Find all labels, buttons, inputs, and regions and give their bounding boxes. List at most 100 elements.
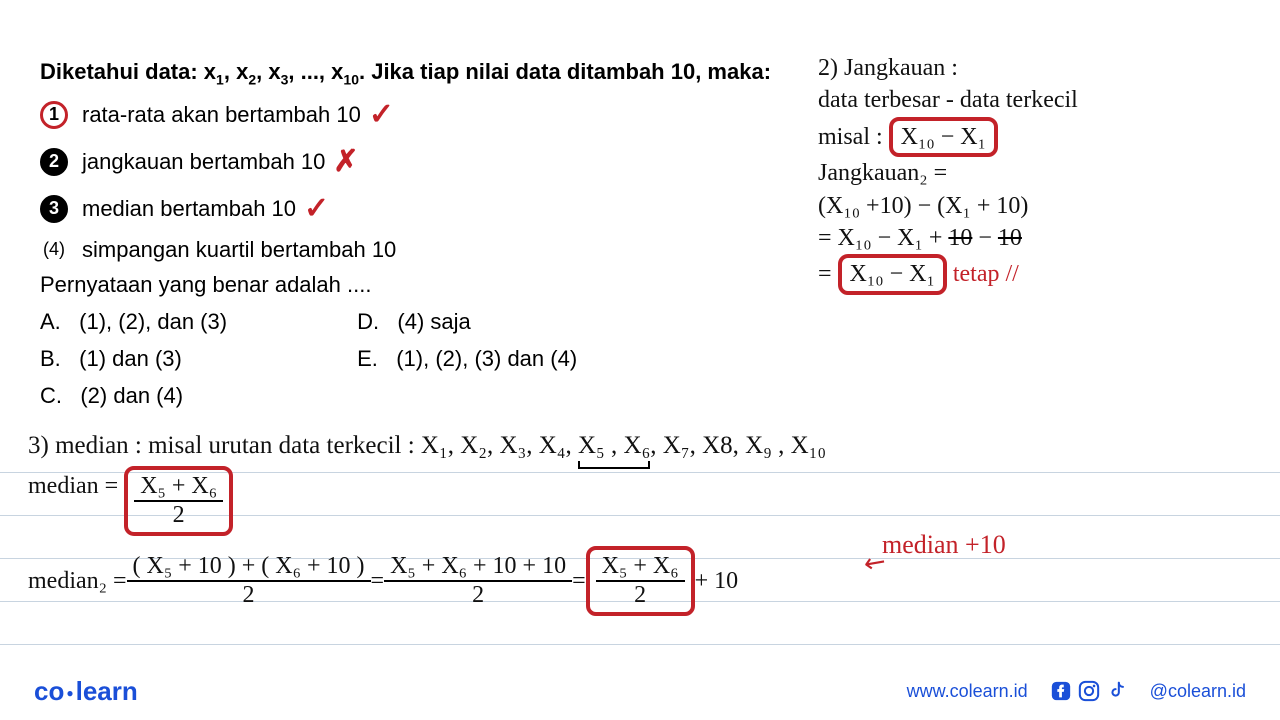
footer: co●learn www.colearn.id @colearn.id [0,662,1280,720]
t: median = [28,473,124,499]
txt: rata-rata akan bertambah 10 [82,98,361,131]
jangkauan-work: 2) Jangkauan : data terbesar - data terk… [818,52,1248,295]
v: (2) dan (4) [80,383,183,408]
opt-a: A. (1), (2), dan (3) [40,305,227,338]
tetap: tetap // [953,261,1019,287]
r3: misal : X₁₀ − X₁ [818,117,1248,157]
r2: data terbesar - data terkecil [818,84,1248,116]
b2: median = X₅ + X₆ 2 [28,466,1248,536]
n: 3 [49,195,59,222]
t: . Jika tiap nilai data ditambah 10, maka… [359,59,771,84]
learn: learn [76,676,138,706]
answers-left: A. (1), (2), dan (3) B. (1) dan (3) C. (… [40,305,227,416]
v: (1), (2), (3) dan (4) [396,346,577,371]
t: Diketahui data: x [40,59,216,84]
statement-2: 2 jangkauan bertambah 10 ✗ [40,139,810,184]
num: X₅ + X₆ + 10 + 10 [384,553,572,582]
t: = X₁₀ − X₁ + [818,225,948,251]
check-icon: ✓ [304,186,329,231]
opt-c: C. (2) dan (4) [40,379,227,412]
r4: Jangkauan₂ = [818,157,1248,189]
r5: (X₁₀ +10) − (X₁ + 10) [818,190,1248,222]
txt: median bertambah 10 [82,192,296,225]
frac: X₅ + X₆ 2 [134,473,223,529]
v: (1) dan (3) [79,346,182,371]
txt: simpangan kuartil bertambah 10 [82,233,396,266]
frac2: X₅ + X₆ + 10 + 10 2 [384,553,572,609]
num: X₅ + X₆ [596,553,685,582]
t: = [572,568,586,595]
k: B. [40,346,61,371]
footer-url: www.colearn.id [907,681,1028,702]
k: D. [357,309,379,334]
den: 2 [167,502,191,529]
den: 2 [466,582,490,609]
statement-3: 3 median bertambah 10 ✓ [40,186,810,231]
instagram-icon [1078,680,1100,702]
cross-icon: ✗ [333,139,358,184]
opt-b: B. (1) dan (3) [40,342,227,375]
r7: = X₁₀ − X₁ tetap // [818,254,1248,294]
r6: = X₁₀ − X₁ + 10 − 10 [818,222,1248,254]
tiktok-icon [1106,680,1128,702]
txt: jangkauan bertambah 10 [82,145,325,178]
t: = [818,261,838,287]
median-work: 3) median : misal urutan data terkecil :… [28,432,1248,616]
s: 1 [216,71,224,87]
r1: 2) Jangkauan : [818,52,1248,84]
num: ( X₅ + 10 ) + ( X₆ + 10 ) [127,553,371,582]
s: 10 [948,225,972,251]
opt-e: E. (1), (2), (3) dan (4) [357,342,577,375]
den: 2 [237,582,261,609]
n: 1 [49,101,59,128]
s: 2 [248,71,256,87]
n: 2 [49,148,59,175]
facebook-icon [1050,680,1072,702]
footer-right: www.colearn.id @colearn.id [907,680,1246,702]
brand-logo: co●learn [34,676,138,707]
bullet-4: (4) [40,236,68,264]
footer-handle: @colearn.id [1150,681,1246,702]
den: 2 [628,582,652,609]
social-icons [1050,680,1128,702]
t: − [972,225,998,251]
b3: median₂ = ( X₅ + 10 ) + ( X₆ + 10 ) 2 = … [28,546,1248,616]
median-note: ↙ median +10 [882,530,1006,560]
t: median +10 [882,530,1006,559]
k: A. [40,309,61,334]
k: C. [40,383,62,408]
answer-options: A. (1), (2), dan (3) B. (1) dan (3) C. (… [40,305,810,416]
box-result: X₁₀ − X₁ [838,254,947,294]
box-median: X₅ + X₆ 2 [124,466,233,536]
box-median2: X₅ + X₆ 2 [586,546,695,616]
question-prompt: Diketahui data: x1, x2, x3, ..., x10. Ji… [40,55,810,90]
opt-d: D. (4) saja [357,305,577,338]
s: 10 [998,225,1022,251]
bullet-3: 3 [40,195,68,223]
s: 10 [343,71,359,87]
mid-pair: X₅ , X₆ [578,432,650,459]
b1: 3) median : misal urutan data terkecil :… [28,432,1248,460]
t: + 10 [695,568,739,595]
answers-right: D. (4) saja E. (1), (2), (3) dan (4) [357,305,577,416]
bullet-1: 1 [40,101,68,129]
t: , x [256,59,280,84]
t: , ..., x [288,59,343,84]
t: , x [224,59,248,84]
t: = [371,568,385,595]
statement-list: 1 rata-rata akan bertambah 10 ✓ 2 jangka… [40,92,810,266]
v: (4) saja [397,309,470,334]
t: X₅ , X₆ [578,432,650,459]
k: E. [357,346,378,371]
question-block: Diketahui data: x1, x2, x3, ..., x10. Ji… [40,55,810,416]
bullet-2: 2 [40,148,68,176]
statement-4: (4) simpangan kuartil bertambah 10 [40,233,810,266]
box-range: X₁₀ − X₁ [889,117,998,157]
t: median₂ = [28,568,127,595]
t: misal : [818,124,883,150]
statement-1: 1 rata-rata akan bertambah 10 ✓ [40,92,810,137]
question-ask: Pernyataan yang benar adalah .... [40,268,810,301]
co: co [34,676,64,706]
num: X₅ + X₆ [134,473,223,502]
dot-icon: ● [64,686,75,700]
